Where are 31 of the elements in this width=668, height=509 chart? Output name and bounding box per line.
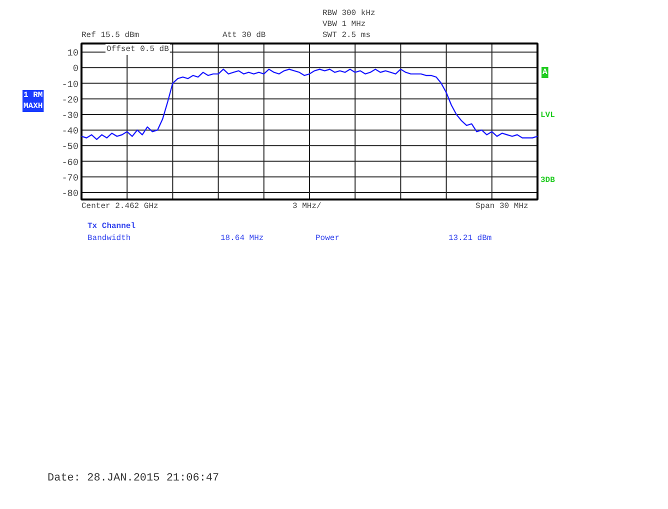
text: SWT 2.5 ms xyxy=(322,31,371,40)
text: 3 MHz/ xyxy=(292,202,322,211)
y-tick-label: -30 xyxy=(62,110,79,121)
text: Span 30 MHz xyxy=(476,202,529,211)
text: 1 RM xyxy=(24,91,43,100)
text: Tx Channel xyxy=(88,222,136,231)
y-tick-label: -20 xyxy=(62,94,79,106)
y-tick-label: -40 xyxy=(62,126,79,137)
text: A xyxy=(542,68,548,77)
y-tick-label: 10 xyxy=(67,48,79,59)
text: Att 30 dB xyxy=(222,31,266,40)
y-tick-label: -50 xyxy=(62,141,79,152)
text: Power xyxy=(316,234,340,243)
y-tick-label: -10 xyxy=(62,78,79,90)
text: 13.21 dBm xyxy=(448,234,492,243)
text: 18.64 MHz xyxy=(220,234,264,243)
text: VBW 1 MHz xyxy=(322,20,366,29)
annotation: Offset 0.5 dB xyxy=(106,45,170,54)
text: LVL xyxy=(540,111,556,120)
text: RBW 300 kHz xyxy=(322,9,376,18)
text: Bandwidth xyxy=(88,234,131,243)
y-tick-label: -70 xyxy=(62,172,79,184)
text: Ref 15.5 dBm xyxy=(82,31,140,40)
y-tick-label: -80 xyxy=(62,188,79,199)
text: 3DB xyxy=(540,176,556,185)
text: MAXH xyxy=(24,102,43,111)
y-tick-label: 0 xyxy=(72,63,79,74)
text: Date: 28.JAN.2015 21:06:47 xyxy=(48,472,220,484)
line-series xyxy=(80,68,538,140)
text: Center 2.462 GHz xyxy=(82,202,159,211)
y-tick-label: -60 xyxy=(62,156,79,168)
